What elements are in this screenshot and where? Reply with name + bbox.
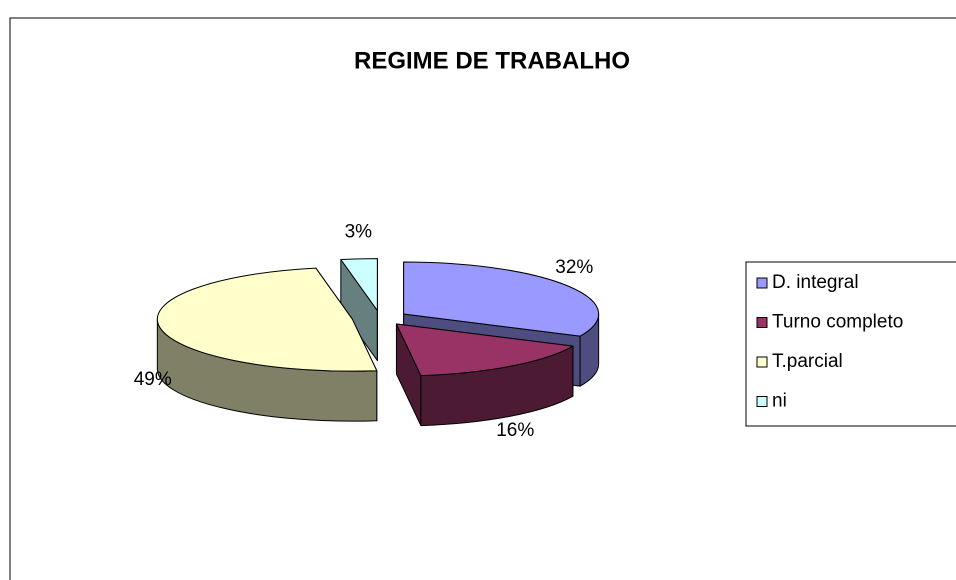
- legend-label: D. integral: [772, 272, 859, 293]
- legend-swatch: [756, 356, 768, 368]
- legend-label: Turno completo: [772, 312, 903, 333]
- legend-swatch: [756, 277, 768, 289]
- slice: [156, 267, 378, 372]
- slice: [395, 323, 574, 377]
- legend-label: ni: [772, 391, 787, 412]
- data-label: 16%: [496, 420, 534, 441]
- data-label: 32%: [555, 257, 593, 278]
- data-label: 49%: [134, 369, 172, 390]
- slice: [340, 258, 378, 312]
- legend-label: T.parcial: [772, 351, 843, 372]
- legend: [745, 261, 956, 427]
- pie: [156, 258, 600, 427]
- legend-swatch: [756, 317, 768, 328]
- legend-swatch: [756, 396, 768, 407]
- data-label: 3%: [345, 221, 373, 242]
- chart-title: REGIME DE TRABALHO: [354, 47, 630, 74]
- slice: [403, 261, 600, 337]
